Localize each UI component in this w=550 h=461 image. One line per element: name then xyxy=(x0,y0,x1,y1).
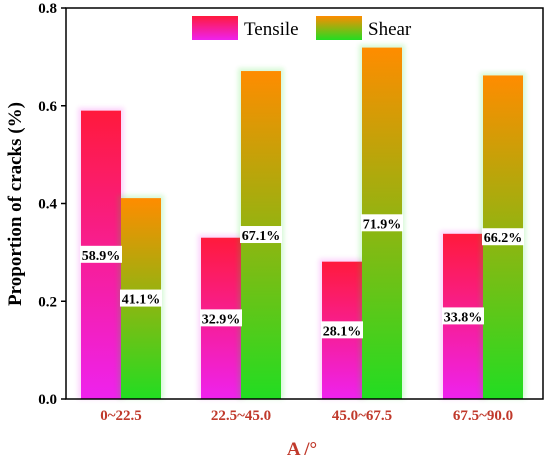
y-tick-label: 0.4 xyxy=(38,197,57,213)
legend-swatch-tensile xyxy=(192,16,238,40)
data-label: 28.1% xyxy=(323,324,362,339)
data-label-bg xyxy=(240,226,282,244)
legend-swatch-shear xyxy=(316,16,362,40)
data-label-bg xyxy=(442,307,484,325)
bars-layer xyxy=(78,44,526,400)
data-label: 33.8% xyxy=(444,310,483,325)
axes-layer: 0~22.5 22.5~45.0 45.0~67.5 67.5~90.0 0.0 0.2 0… xyxy=(38,1,513,424)
data-labels-layer: 58.9% 41.1% 32.9% 67.1% 28.1% 71.9% 33.8% 66.2% xyxy=(80,214,524,339)
x-tick-label: 0~22.5 xyxy=(100,408,142,424)
legend-label-shear: Shear xyxy=(368,19,412,40)
data-label-bg xyxy=(80,245,122,263)
data-label: 67.1% xyxy=(242,229,281,244)
data-label: 41.1% xyxy=(122,293,161,308)
y-tick-label: 0.8 xyxy=(38,1,57,17)
legend-label-tensile: Tensile xyxy=(244,19,299,40)
y-tick-label: 0.2 xyxy=(38,294,57,310)
y-tick-label: 0.0 xyxy=(38,392,57,408)
x-tick-label: 67.5~90.0 xyxy=(453,408,513,424)
data-label-bg xyxy=(321,321,363,339)
y-axis-title: Proportion of cracks (%) xyxy=(5,102,26,306)
data-label-bg xyxy=(120,289,162,307)
data-label-bg xyxy=(200,309,242,327)
x-axis-title: A /° xyxy=(287,439,317,460)
data-label: 32.9% xyxy=(202,312,241,327)
data-label: 66.2% xyxy=(484,231,523,246)
x-tick-label: 22.5~45.0 xyxy=(211,408,271,424)
legend: Tensile Shear xyxy=(192,16,412,40)
x-tick-label: 45.0~67.5 xyxy=(332,408,392,424)
y-tick-label: 0.6 xyxy=(38,99,57,115)
data-label-bg xyxy=(361,214,403,232)
data-label: 58.9% xyxy=(82,249,121,264)
data-label-bg xyxy=(482,228,524,246)
data-label: 71.9% xyxy=(363,217,402,232)
